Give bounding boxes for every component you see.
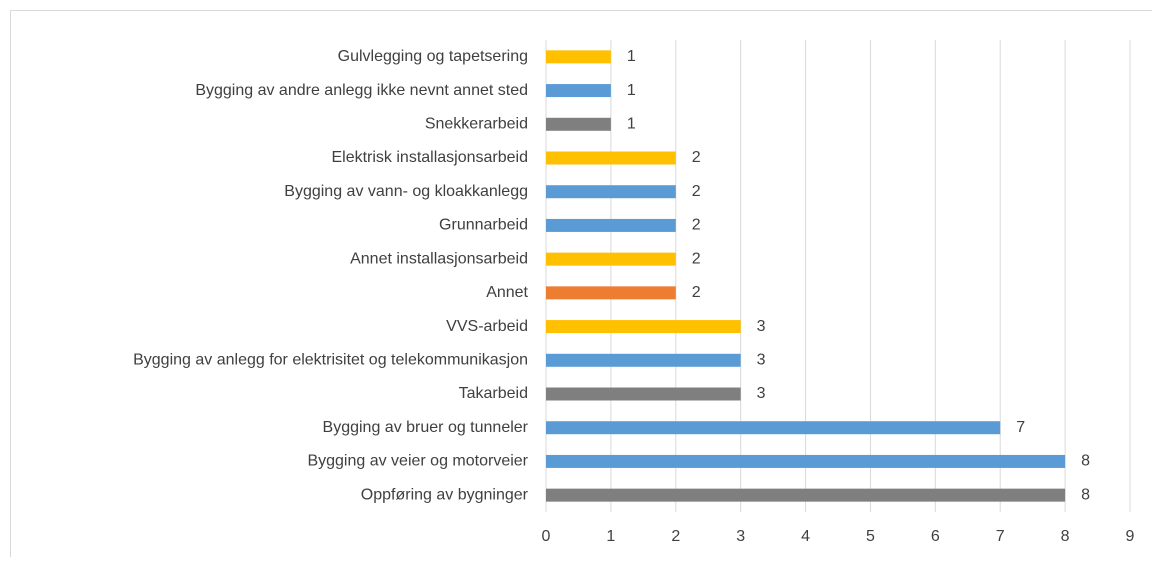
data-label: 1 — [627, 116, 636, 133]
y-tick-label: Bygging av bruer og tunneler — [323, 419, 529, 436]
x-tick-label: 7 — [996, 528, 1005, 545]
x-tick-label: 4 — [801, 528, 810, 545]
bar — [546, 455, 1065, 468]
data-label: 2 — [692, 149, 701, 166]
data-label: 7 — [1016, 419, 1025, 436]
data-label: 3 — [757, 385, 766, 402]
data-label: 2 — [692, 217, 701, 234]
x-tick-label: 2 — [671, 528, 680, 545]
data-label: 8 — [1081, 486, 1090, 503]
x-tick-label: 0 — [542, 528, 551, 545]
data-label: 1 — [627, 48, 636, 65]
data-label: 3 — [757, 318, 766, 335]
bar — [546, 185, 676, 198]
data-label: 3 — [757, 352, 766, 369]
x-tick-label: 6 — [931, 528, 940, 545]
bar — [546, 286, 676, 299]
x-tick-label: 5 — [866, 528, 875, 545]
bar — [546, 50, 611, 63]
data-label: 1 — [627, 82, 636, 99]
y-tick-label: Bygging av veier og motorveier — [307, 453, 528, 470]
y-tick-label: Grunnarbeid — [439, 217, 528, 234]
y-tick-label: Bygging av vann- og kloakkanlegg — [284, 183, 528, 200]
bar — [546, 118, 611, 131]
bar — [546, 489, 1065, 502]
x-tick-label: 9 — [1126, 528, 1135, 545]
y-tick-label: Annet — [486, 284, 528, 301]
x-tick-label: 1 — [606, 528, 615, 545]
bar — [546, 354, 741, 367]
bar — [546, 152, 676, 165]
data-label: 2 — [692, 284, 701, 301]
y-tick-label: Bygging av anlegg for elektrisitet og te… — [133, 352, 528, 369]
bar — [546, 320, 741, 333]
data-label: 8 — [1081, 453, 1090, 470]
data-label: 2 — [692, 183, 701, 200]
y-tick-label: Elektrisk installasjonsarbeid — [331, 149, 528, 166]
y-tick-label: VVS-arbeid — [446, 318, 528, 335]
y-tick-label: Oppføring av bygninger — [361, 486, 529, 503]
y-tick-label: Snekkerarbeid — [425, 116, 528, 133]
bar — [546, 84, 611, 97]
y-tick-label: Bygging av andre anlegg ikke nevnt annet… — [195, 82, 528, 99]
y-tick-label: Annet installasjonsarbeid — [350, 250, 528, 267]
data-label: 2 — [692, 250, 701, 267]
bar — [546, 253, 676, 266]
bar — [546, 421, 1000, 434]
x-tick-label: 3 — [736, 528, 745, 545]
y-tick-label: Takarbeid — [459, 385, 528, 402]
bar — [546, 219, 676, 232]
x-tick-label: 8 — [1061, 528, 1070, 545]
bar — [546, 388, 741, 401]
y-tick-label: Gulvlegging og tapetsering — [338, 48, 528, 65]
